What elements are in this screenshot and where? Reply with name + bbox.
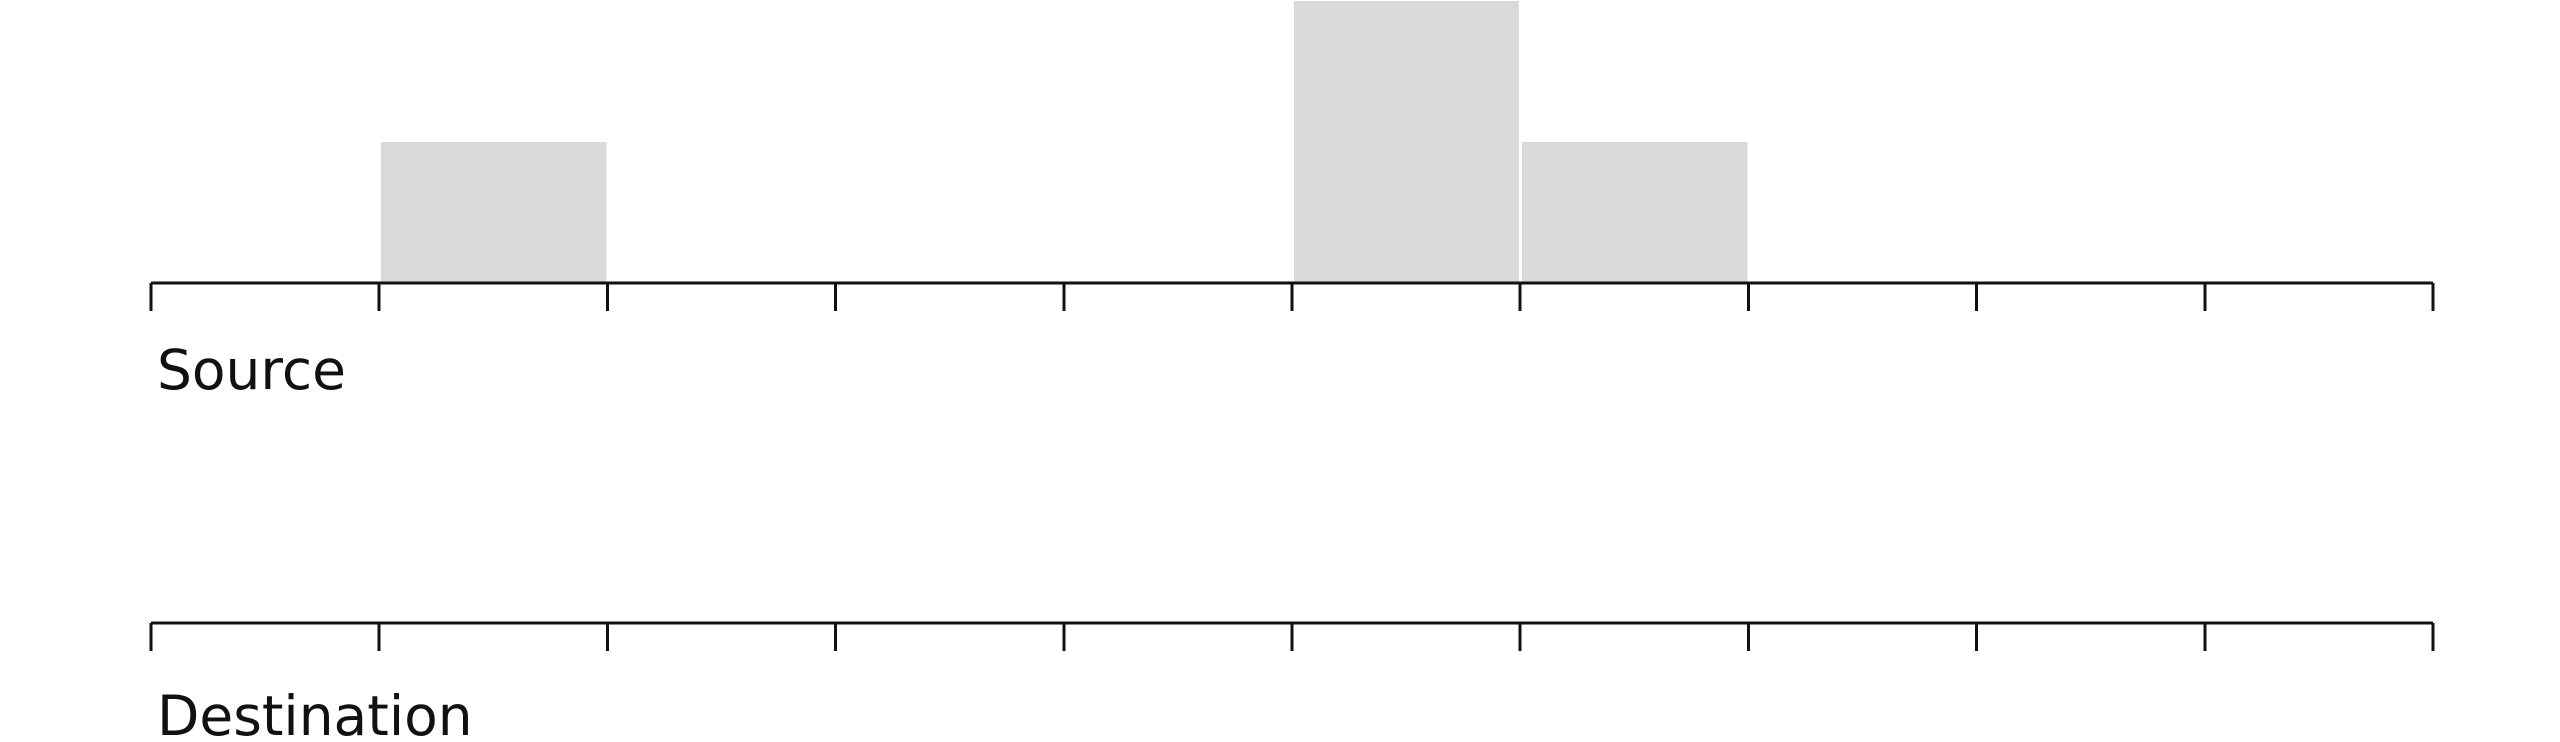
destination-track: Destination — [149, 621, 2435, 742]
source-blocks — [381, 1, 1748, 283]
source-axis — [149, 281, 2435, 311]
source-block-slot-5 — [1294, 1, 1520, 283]
source-label: Source — [157, 338, 346, 402]
source-block-slot-6 — [1522, 142, 1748, 283]
source-block-slot-1 — [381, 142, 607, 283]
source-track: Source — [149, 1, 2435, 402]
destination-label: Destination — [157, 684, 473, 742]
destination-axis — [149, 621, 2435, 651]
